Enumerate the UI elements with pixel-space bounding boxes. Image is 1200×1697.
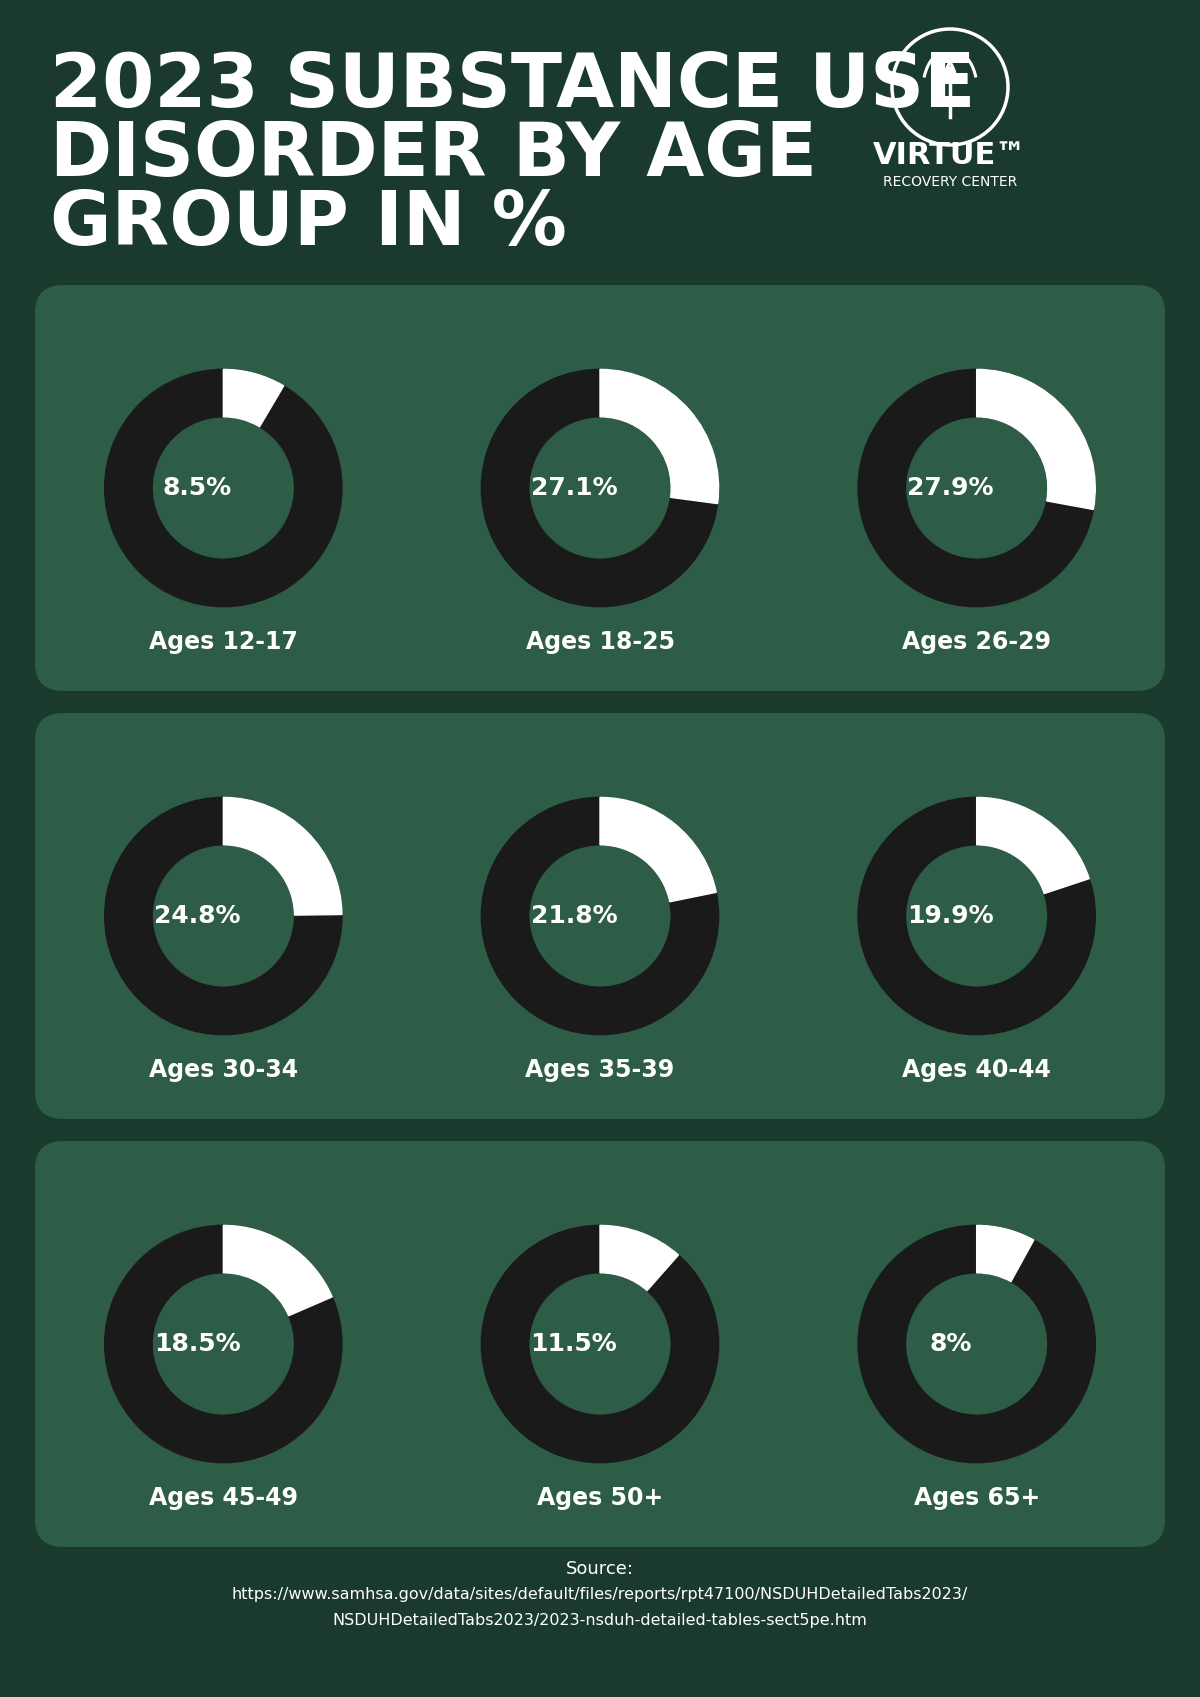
Text: 11.5%: 11.5% — [530, 1332, 617, 1356]
Text: RECOVERY CENTER: RECOVERY CENTER — [883, 175, 1018, 188]
Text: Source:: Source: — [566, 1560, 634, 1578]
Text: Ages 65+: Ages 65+ — [913, 1487, 1039, 1510]
Text: 27.9%: 27.9% — [907, 475, 994, 501]
Circle shape — [946, 66, 955, 76]
Text: Ages 40-44: Ages 40-44 — [902, 1059, 1051, 1083]
Wedge shape — [977, 370, 1096, 509]
Text: Ages 45-49: Ages 45-49 — [149, 1487, 298, 1510]
Text: 24.8%: 24.8% — [154, 905, 240, 928]
Text: https://www.samhsa.gov/data/sites/default/files/reports/rpt47100/NSDUHDetailedTa: https://www.samhsa.gov/data/sites/defaul… — [232, 1587, 968, 1602]
Text: Ages 12-17: Ages 12-17 — [149, 630, 298, 655]
Text: 19.9%: 19.9% — [907, 905, 994, 928]
Text: 21.8%: 21.8% — [530, 905, 617, 928]
Wedge shape — [600, 370, 719, 504]
Text: 2023 SUBSTANCE USE: 2023 SUBSTANCE USE — [50, 49, 976, 122]
Text: 8%: 8% — [929, 1332, 972, 1356]
Wedge shape — [600, 798, 716, 901]
Text: VIRTUE™: VIRTUE™ — [874, 141, 1027, 170]
Text: Ages 30-34: Ages 30-34 — [149, 1059, 298, 1083]
Wedge shape — [600, 1225, 678, 1291]
Text: Ages 18-25: Ages 18-25 — [526, 630, 674, 655]
Wedge shape — [223, 1225, 332, 1315]
Text: GROUP IN %: GROUP IN % — [50, 188, 566, 261]
Wedge shape — [223, 370, 283, 426]
Wedge shape — [977, 1225, 1034, 1281]
Text: DISORDER BY AGE: DISORDER BY AGE — [50, 119, 817, 192]
Text: 8.5%: 8.5% — [163, 475, 232, 501]
Text: Ages 50+: Ages 50+ — [536, 1487, 664, 1510]
Text: Ages 35-39: Ages 35-39 — [526, 1059, 674, 1083]
Text: 27.1%: 27.1% — [530, 475, 617, 501]
Text: Ages 26-29: Ages 26-29 — [902, 630, 1051, 655]
Wedge shape — [977, 798, 1090, 894]
FancyBboxPatch shape — [35, 713, 1165, 1118]
FancyBboxPatch shape — [35, 285, 1165, 691]
FancyBboxPatch shape — [35, 1140, 1165, 1548]
Text: NSDUHDetailedTabs2023/2023-nsduh-detailed-tables-sect5pe.htm: NSDUHDetailedTabs2023/2023-nsduh-detaile… — [332, 1614, 868, 1629]
Wedge shape — [223, 798, 342, 915]
Text: 18.5%: 18.5% — [154, 1332, 240, 1356]
